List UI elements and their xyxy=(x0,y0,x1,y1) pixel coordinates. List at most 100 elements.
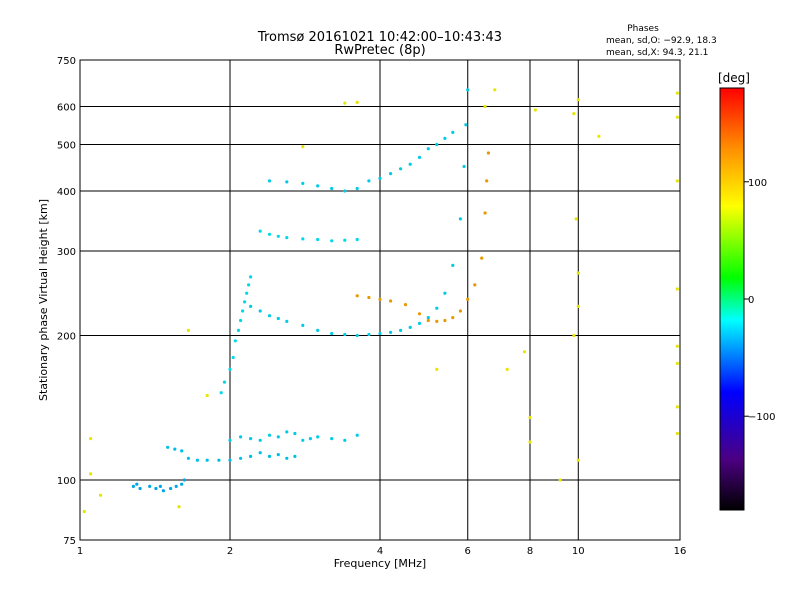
data-point xyxy=(343,238,347,242)
scatter-points xyxy=(82,88,679,514)
data-point xyxy=(451,316,455,320)
data-point xyxy=(355,186,359,191)
x-tick-label: 8 xyxy=(527,546,533,557)
data-point xyxy=(483,211,487,215)
data-point xyxy=(675,431,679,436)
data-point xyxy=(330,186,334,191)
colorbar-tick-label: 100 xyxy=(748,178,767,189)
data-point xyxy=(249,275,253,279)
data-point xyxy=(408,325,412,329)
data-point xyxy=(355,433,359,437)
trace xyxy=(131,478,186,493)
data-point xyxy=(330,239,334,243)
data-point xyxy=(389,330,393,334)
data-point xyxy=(316,184,320,188)
data-point xyxy=(301,438,305,442)
data-point xyxy=(528,415,532,420)
trace xyxy=(267,130,455,193)
data-point xyxy=(389,172,393,176)
data-point xyxy=(249,304,253,308)
data-point xyxy=(343,189,347,193)
data-point xyxy=(285,430,289,434)
data-point xyxy=(316,435,320,439)
data-point xyxy=(675,344,679,348)
data-point xyxy=(239,456,243,460)
trace xyxy=(249,88,470,338)
data-point xyxy=(247,283,251,287)
data-point xyxy=(330,331,334,336)
data-point xyxy=(576,304,580,308)
data-point xyxy=(276,453,280,457)
data-point xyxy=(131,484,135,488)
data-point xyxy=(285,319,289,323)
data-point xyxy=(186,328,190,332)
data-point xyxy=(186,456,190,460)
data-point xyxy=(355,100,359,104)
x-tick-label: 6 xyxy=(465,546,471,557)
data-point xyxy=(243,300,247,304)
data-point xyxy=(285,456,289,460)
data-point xyxy=(417,312,422,316)
data-point xyxy=(558,478,562,482)
y-tick-label: 200 xyxy=(57,332,76,343)
data-point xyxy=(505,367,509,371)
trace xyxy=(355,151,490,323)
data-point xyxy=(276,234,280,238)
data-point xyxy=(443,318,447,323)
data-point xyxy=(435,306,439,310)
data-point xyxy=(458,309,462,313)
data-point xyxy=(572,112,576,116)
data-point xyxy=(301,237,305,241)
data-point xyxy=(258,438,262,442)
data-point xyxy=(533,108,537,112)
data-point xyxy=(451,130,455,134)
data-point xyxy=(228,367,232,371)
data-point xyxy=(135,482,139,486)
x-axis-label: Frequency [MHz] xyxy=(334,557,426,570)
data-point xyxy=(245,291,249,295)
data-point xyxy=(597,134,601,138)
data-point xyxy=(249,454,253,458)
y-tick-label: 600 xyxy=(57,103,76,114)
trace xyxy=(166,445,297,462)
phases-title: Phases xyxy=(627,24,659,34)
data-point xyxy=(367,179,371,183)
data-point xyxy=(228,458,232,462)
data-point xyxy=(276,316,280,321)
data-point xyxy=(451,263,455,267)
data-point xyxy=(267,314,272,318)
data-point xyxy=(173,447,177,451)
x-tick-label: 2 xyxy=(227,546,233,557)
data-point xyxy=(464,123,468,127)
data-point xyxy=(675,179,679,183)
data-point xyxy=(89,472,93,476)
data-point xyxy=(576,98,580,102)
data-point xyxy=(435,319,439,323)
data-point xyxy=(486,151,490,155)
data-point xyxy=(217,458,221,462)
data-point xyxy=(241,309,245,313)
data-point xyxy=(675,91,679,95)
trace xyxy=(82,88,679,514)
data-point xyxy=(462,164,466,169)
data-point xyxy=(485,179,489,183)
data-point xyxy=(236,328,241,332)
data-point xyxy=(228,438,232,442)
data-point xyxy=(285,236,289,240)
data-point xyxy=(301,323,305,327)
data-point xyxy=(480,256,484,260)
data-point xyxy=(233,339,237,343)
data-point xyxy=(343,332,347,337)
data-point xyxy=(435,142,439,147)
data-point xyxy=(378,176,382,180)
data-point xyxy=(403,303,408,307)
y-tick-label: 400 xyxy=(57,187,76,198)
data-point xyxy=(466,88,470,92)
data-point xyxy=(222,380,227,384)
colorbar-label: [deg] xyxy=(718,71,750,85)
colorbar-tick-label: −100 xyxy=(748,412,775,423)
data-point xyxy=(219,391,223,395)
data-point xyxy=(675,115,679,119)
